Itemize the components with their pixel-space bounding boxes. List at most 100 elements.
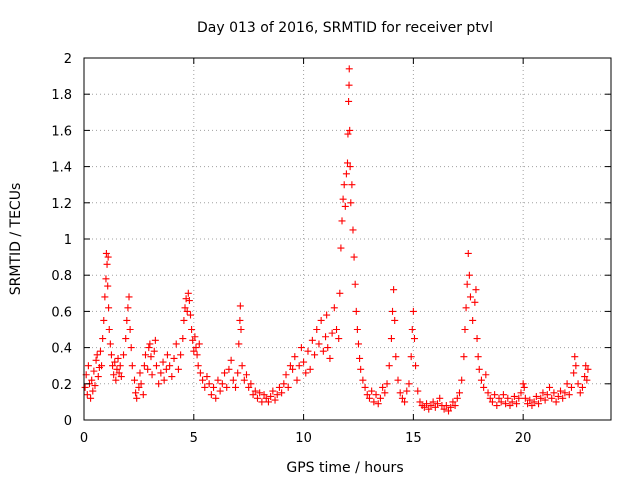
data-point (93, 351, 101, 359)
y-tick-label: 0 (64, 414, 72, 429)
data-point (264, 398, 272, 406)
data-point (423, 400, 431, 408)
data-point (166, 362, 174, 370)
data-point (405, 380, 413, 388)
data-point (345, 97, 353, 105)
data-point (83, 391, 91, 399)
data-point (469, 316, 477, 324)
data-point (550, 389, 558, 397)
data-point (275, 383, 283, 391)
data-point (203, 373, 211, 381)
y-tick-label: 2 (64, 52, 72, 67)
data-point (374, 400, 382, 408)
data-point (278, 389, 286, 397)
data-point (135, 383, 143, 391)
axis-ticks (83, 57, 611, 421)
data-point (132, 389, 140, 397)
data-point (543, 391, 551, 399)
data-point (339, 195, 347, 203)
data-point (330, 304, 338, 312)
data-point (148, 371, 156, 379)
data-point (338, 217, 346, 225)
data-point (168, 373, 176, 381)
data-point (341, 202, 349, 210)
data-point (495, 394, 503, 402)
data-point (530, 398, 538, 406)
data-point (87, 394, 95, 402)
data-point (346, 126, 354, 134)
data-point (351, 280, 359, 288)
data-point (353, 326, 361, 333)
data-point (188, 326, 196, 333)
data-point (552, 398, 560, 406)
data-point (337, 244, 345, 252)
data-point (102, 275, 110, 283)
data-point (139, 391, 147, 399)
data-point (221, 369, 229, 377)
data-point (464, 249, 472, 257)
data-point (304, 347, 312, 355)
data-point (442, 402, 450, 410)
data-point (133, 394, 141, 402)
data-point (488, 398, 496, 406)
data-point (546, 383, 554, 391)
data-point (472, 286, 480, 294)
data-point (284, 383, 292, 391)
data-point (117, 373, 125, 381)
data-point (192, 344, 200, 352)
data-point (84, 362, 92, 370)
data-point (94, 373, 102, 381)
data-point (354, 340, 362, 348)
data-point (387, 335, 395, 343)
data-point (447, 403, 455, 411)
data-point (510, 392, 518, 400)
data-point (295, 362, 303, 370)
data-point (463, 280, 471, 288)
y-axis-title: SRMTID / TECUs (8, 183, 24, 296)
data-point (126, 326, 134, 333)
data-point (482, 371, 490, 379)
data-point (519, 380, 527, 388)
data-point (106, 340, 114, 348)
data-point (128, 362, 136, 370)
data-point (462, 304, 470, 312)
data-point (91, 382, 99, 390)
data-point (234, 369, 242, 377)
data-point (144, 365, 152, 373)
data-point (104, 253, 112, 261)
data-point (394, 376, 402, 384)
data-point (216, 387, 224, 395)
data-point (499, 391, 507, 399)
data-point (350, 253, 358, 261)
data-point (460, 353, 468, 361)
data-point (159, 358, 167, 366)
data-point (356, 354, 364, 362)
data-point (238, 362, 246, 370)
data-point (199, 376, 207, 384)
data-point (122, 335, 130, 343)
y-tick-label: 1.6 (51, 124, 72, 139)
plot-frame (83, 57, 612, 421)
data-point (372, 391, 380, 399)
data-point (269, 387, 277, 395)
data-point (474, 353, 482, 361)
data-point (249, 391, 257, 399)
data-point (532, 392, 540, 400)
data-point (465, 271, 473, 279)
data-point (247, 380, 255, 388)
data-point (114, 354, 122, 362)
data-point (92, 356, 100, 364)
data-point (236, 302, 244, 310)
data-point (302, 369, 310, 377)
data-point (571, 353, 579, 361)
y-tick-label: 0.2 (51, 378, 72, 393)
data-point (346, 163, 354, 171)
data-point (359, 376, 367, 384)
data-point (253, 394, 261, 402)
data-point (561, 389, 569, 397)
data-point (363, 391, 371, 399)
data-point (210, 383, 218, 391)
data-point (335, 335, 343, 343)
data-point (396, 389, 404, 397)
data-point (137, 380, 145, 388)
